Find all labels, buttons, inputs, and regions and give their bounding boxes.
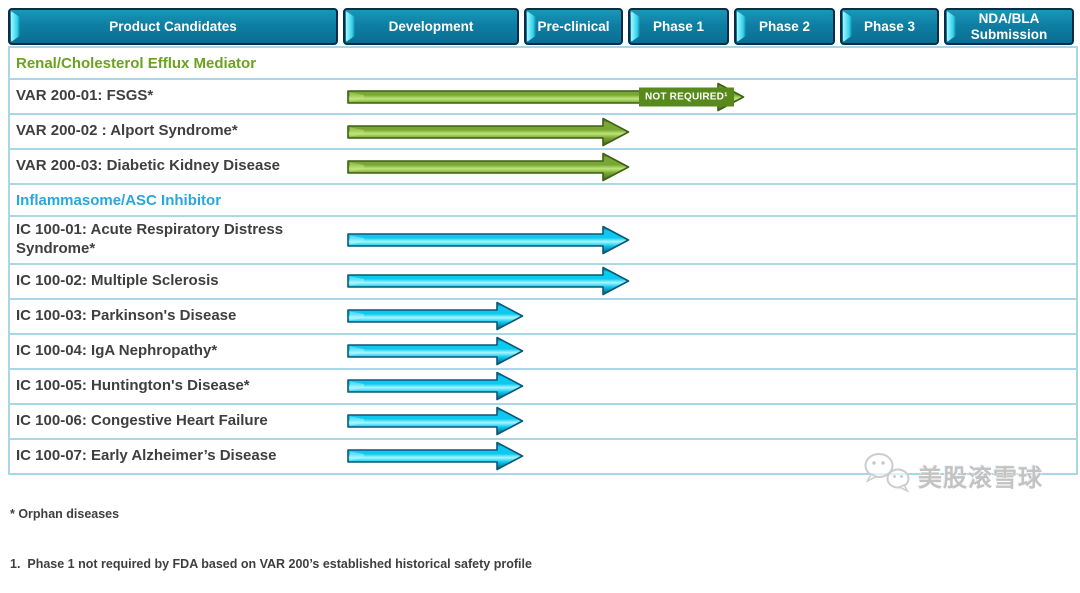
column-header-label: Phase 1 (652, 18, 705, 34)
pipeline-row-ic-100-04: IC 100-04: IgA Nephropathy* (10, 335, 1076, 370)
candidate-label: VAR 200-02 : Alport Syndrome* (16, 122, 238, 140)
pipeline-row-var-200-02: VAR 200-02 : Alport Syndrome* (10, 115, 1076, 150)
pipeline-row-ic-100-05: IC 100-05: Huntington's Disease* (10, 370, 1076, 405)
section-title-label: Renal/Cholesterol Efflux Mediator (16, 54, 257, 72)
progress-arrow-green: NOT REQUIRED¹ (347, 82, 745, 112)
progress-arrow-cyan (347, 406, 524, 436)
pipeline-row-ic-100-07: IC 100-07: Early Alzheimer’s Disease (10, 440, 1076, 475)
column-header-nda-bla-submission: NDA/BLA Submission (944, 8, 1074, 45)
phase-header-row: Product Candidates Development Pre-clinica… (8, 8, 1078, 45)
candidate-label: IC 100-07: Early Alzheimer’s Disease (16, 446, 277, 464)
watermark-text: 美股滚雪球 (918, 465, 1043, 492)
column-header-label: Product Candidates (109, 18, 237, 34)
candidate-label: VAR 200-01: FSGS* (16, 87, 154, 105)
progress-arrow-cyan (347, 225, 630, 255)
pipeline-row-ic-100-02: IC 100-02: Multiple Sclerosis (10, 265, 1076, 300)
pipeline-table: Renal/Cholesterol Efflux Mediator VAR 200… (8, 46, 1078, 475)
progress-arrow-green (347, 117, 630, 147)
section-title-inflammasome-asc-inhibitor: Inflammasome/ASC Inhibitor (10, 185, 1076, 217)
watermark: 美股滚雪球 (862, 452, 1043, 499)
column-header-product-candidates: Product Candidates (8, 8, 338, 45)
pipeline-row-ic-100-01: IC 100-01: Acute Respiratory Distress Sy… (10, 217, 1076, 265)
progress-arrow-cyan (347, 336, 524, 366)
candidate-label: IC 100-02: Multiple Sclerosis (16, 271, 219, 289)
pipeline-row-var-200-01: VAR 200-01: FSGS* NOT REQUIRED¹ (10, 80, 1076, 115)
column-header-development: Development (343, 8, 519, 45)
progress-arrow-green (347, 152, 630, 182)
candidate-label: VAR 200-03: Diabetic Kidney Disease (16, 157, 281, 175)
pipeline-row-ic-100-06: IC 100-06: Congestive Heart Failure (10, 405, 1076, 440)
progress-arrow-cyan (347, 266, 630, 296)
candidate-label: IC 100-04: IgA Nephropathy* (16, 341, 218, 359)
column-header-label: Phase 3 (863, 18, 916, 34)
column-header-phase-2: Phase 2 (734, 8, 835, 45)
column-header-label: NDA/BLA Submission (970, 10, 1048, 42)
wechat-chat-bubbles-icon (862, 452, 914, 499)
pipeline-row-var-200-03: VAR 200-03: Diabetic Kidney Disease (10, 150, 1076, 185)
pipeline-row-ic-100-03: IC 100-03: Parkinson's Disease (10, 300, 1076, 335)
column-header-pre-clinical: Pre-clinical (524, 8, 623, 45)
candidate-label: IC 100-01: Acute Respiratory Distress Sy… (16, 221, 284, 257)
progress-arrow-cyan (347, 371, 524, 401)
column-header-phase-3: Phase 3 (840, 8, 939, 45)
column-header-phase-1: Phase 1 (628, 8, 729, 45)
section-title-label: Inflammasome/ASC Inhibitor (16, 191, 222, 209)
footnotes: * Orphan diseases 1. Phase 1 not require… (10, 479, 532, 593)
not-required-badge: NOT REQUIRED¹ (639, 87, 734, 106)
candidate-label: IC 100-03: Parkinson's Disease (16, 306, 237, 324)
column-header-label: Development (388, 18, 474, 34)
candidate-label: IC 100-05: Huntington's Disease* (16, 376, 250, 394)
footnote-phase1-not-required: 1. Phase 1 not required by FDA based on … (10, 557, 532, 571)
column-header-label: Phase 2 (758, 18, 811, 34)
progress-arrow-cyan (347, 441, 524, 471)
section-title-renal-cholesterol-efflux-mediator: Renal/Cholesterol Efflux Mediator (10, 48, 1076, 80)
candidate-label: IC 100-06: Congestive Heart Failure (16, 411, 268, 429)
column-header-label: Pre-clinical (537, 18, 610, 34)
progress-arrow-cyan (347, 301, 524, 331)
footnote-orphan-diseases: * Orphan diseases (10, 507, 120, 521)
